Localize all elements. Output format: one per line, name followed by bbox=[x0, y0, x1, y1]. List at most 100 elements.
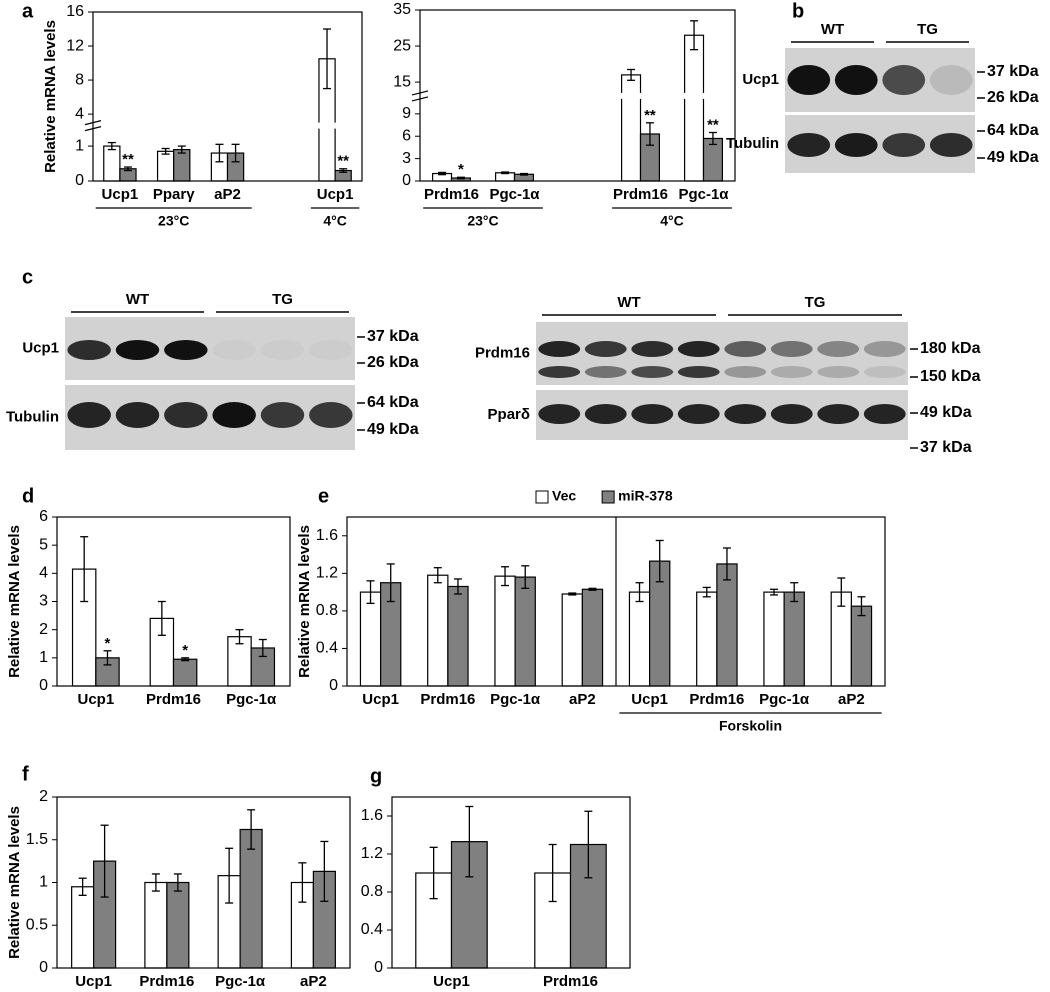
x-tick-label: Ucp1 bbox=[317, 186, 354, 203]
blot-band bbox=[677, 341, 720, 357]
panel-letter: a bbox=[22, 0, 34, 22]
significance: ** bbox=[644, 107, 656, 124]
y-tick-label: 1 bbox=[39, 874, 48, 891]
bar bbox=[561, 593, 583, 687]
error-bar bbox=[645, 122, 654, 146]
bar bbox=[620, 74, 642, 182]
error-bar bbox=[173, 873, 182, 892]
error-bar bbox=[157, 600, 166, 636]
error-bar bbox=[857, 596, 866, 617]
error-bar bbox=[584, 810, 593, 879]
x-tick-label: Prdm16 bbox=[613, 186, 668, 203]
y-tick-label: 1.2 bbox=[361, 845, 383, 862]
error-bar bbox=[320, 840, 329, 902]
bar bbox=[628, 591, 651, 687]
bar bbox=[427, 574, 449, 687]
error-bar bbox=[722, 547, 731, 581]
x-tick-label: aP2 bbox=[300, 973, 327, 990]
blot-band bbox=[538, 366, 581, 378]
y-tick-label: 1.6 bbox=[361, 807, 383, 824]
y-tick-label: 1.5 bbox=[26, 831, 48, 848]
blot-band bbox=[538, 341, 581, 357]
blot-band bbox=[631, 341, 674, 357]
marker-label: 37 kDa bbox=[987, 63, 1039, 80]
blot-band bbox=[212, 340, 256, 360]
y-tick-label: 0 bbox=[75, 172, 84, 189]
legend-swatch bbox=[601, 490, 615, 504]
blot-band bbox=[817, 341, 860, 357]
y-tick-label: 0 bbox=[39, 959, 48, 976]
error-bar bbox=[235, 629, 244, 645]
x-tick-label: Prdm16 bbox=[689, 691, 744, 708]
y-tick-label: 0.4 bbox=[316, 640, 338, 657]
error-bar bbox=[339, 168, 348, 173]
bar bbox=[103, 145, 121, 182]
x-tick-label: aP2 bbox=[569, 691, 596, 708]
blot-band bbox=[212, 402, 256, 428]
y-axis-label: Relative mRNA levels bbox=[296, 525, 313, 678]
blot-band bbox=[538, 404, 581, 424]
blot-band bbox=[817, 404, 860, 424]
blot-band bbox=[787, 133, 831, 157]
error-bar bbox=[501, 171, 510, 175]
error-bar bbox=[123, 166, 132, 172]
error-bar bbox=[588, 587, 597, 591]
error-bar bbox=[78, 877, 87, 896]
y-axis-label: Relative mRNA levels bbox=[6, 525, 23, 678]
y-tick-label: 2 bbox=[39, 621, 48, 638]
blot-membrane bbox=[65, 317, 355, 380]
marker-label: 64 kDa bbox=[987, 122, 1039, 139]
error-bar bbox=[80, 536, 89, 603]
blot-group-label: WT bbox=[126, 291, 149, 308]
x-tick-label: Pgc-1α bbox=[489, 186, 540, 203]
bar bbox=[166, 881, 190, 969]
blot-band bbox=[677, 366, 720, 378]
x-tick-label: Pgc-1α bbox=[215, 973, 266, 990]
blot-band bbox=[164, 340, 208, 360]
blot-band bbox=[584, 404, 627, 424]
error-bar bbox=[258, 638, 267, 658]
x-tick-label: Prdm16 bbox=[424, 186, 479, 203]
blot-row-label: Ucp1 bbox=[742, 71, 779, 88]
blot-band bbox=[929, 133, 973, 157]
error-bar bbox=[103, 650, 112, 666]
error-bar bbox=[429, 846, 438, 900]
error-bar bbox=[453, 578, 462, 595]
bar bbox=[683, 34, 705, 182]
x-tick-label: Pgc-1α bbox=[226, 691, 277, 708]
error-bar bbox=[386, 563, 395, 603]
error-bar bbox=[107, 141, 116, 151]
y-axis-label: Relative mRNA levels bbox=[42, 20, 59, 173]
group-label: 23°C bbox=[467, 213, 498, 229]
error-bar bbox=[655, 539, 664, 583]
y-tick-label: 1.6 bbox=[316, 527, 338, 544]
panel-letter: b bbox=[792, 0, 804, 22]
y-tick-label: 0.4 bbox=[361, 921, 383, 938]
plot-frame bbox=[56, 796, 351, 969]
y-tick-label: 0.5 bbox=[26, 916, 48, 933]
significance: ** bbox=[122, 151, 134, 168]
marker-label: 180 kDa bbox=[920, 340, 981, 357]
error-bar bbox=[837, 577, 846, 607]
error-bar bbox=[501, 566, 510, 587]
blot-band bbox=[584, 341, 627, 357]
y-tick-label: 15 bbox=[393, 73, 411, 90]
error-bar bbox=[225, 847, 234, 904]
blot-band bbox=[863, 341, 906, 357]
bar bbox=[173, 148, 191, 182]
panel-letter: f bbox=[22, 763, 29, 785]
group-label: 4°C bbox=[323, 213, 347, 229]
group-label: 23°C bbox=[158, 213, 189, 229]
blot-band bbox=[724, 341, 767, 357]
blot-band bbox=[260, 402, 305, 428]
panel-letter: g bbox=[370, 765, 382, 787]
blot-band bbox=[882, 133, 926, 157]
blot-band bbox=[67, 402, 111, 428]
panel-letter: e bbox=[318, 485, 329, 507]
blot-band bbox=[770, 341, 813, 357]
blot-membrane bbox=[65, 385, 355, 450]
blot-band bbox=[261, 340, 305, 360]
y-tick-label: 0 bbox=[39, 677, 48, 694]
bar bbox=[763, 591, 785, 687]
